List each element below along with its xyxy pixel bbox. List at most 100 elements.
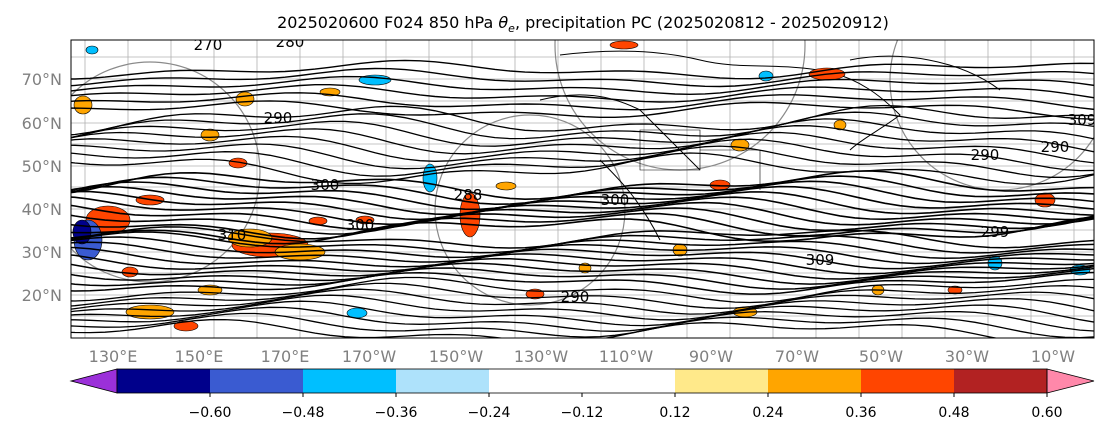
longitude-label: 170°W (342, 347, 397, 366)
colorbar-over-extension (1046, 368, 1095, 394)
latitude-label: 20°N (22, 286, 62, 305)
latitude-labels: 70°N 60°N 50°N 40°N 30°N 20°N (22, 70, 62, 305)
plot-title: 2025020600 F024 850 hPa θe, precipitatio… (277, 13, 889, 35)
precip-pc-patch (235, 91, 255, 107)
colorbar-tick-label: −0.24 (468, 405, 511, 421)
theta-e-contour (71, 125, 1094, 155)
theta-e-contour (71, 196, 1094, 226)
colorbar-bin (582, 369, 676, 393)
theta-e-contour (71, 212, 1094, 240)
longitude-label: 30°W (945, 347, 989, 366)
precip-pc-patch (200, 128, 220, 142)
colorbar-ticks: −0.60 −0.48 −0.36 −0.24 −0.12 0.12 0.24 0.36 0.4… (189, 393, 1063, 421)
theta-e-contour (71, 294, 1094, 321)
longitude-label: 130°E (89, 347, 138, 366)
colorbar-tick-label: 0.48 (938, 405, 969, 421)
contour-label: 290 (561, 288, 590, 306)
colorbar-tick-label: 0.12 (659, 405, 690, 421)
theta-e-contour (71, 111, 1094, 140)
theta-e-contour (71, 190, 1094, 221)
theta-e-contour (71, 118, 1094, 147)
contour-label: 300 (311, 176, 340, 194)
theta-e-contour (71, 75, 1094, 96)
colorbar-bin (675, 369, 769, 393)
contour-label: 309 (1068, 111, 1097, 129)
theta-e-contour (71, 300, 1094, 327)
theta-e-contour (71, 104, 1094, 136)
title-theta: θ (498, 13, 508, 32)
latitude-label: 70°N (22, 70, 62, 89)
theta-e-contour (71, 152, 1094, 185)
precip-pc-patch (495, 181, 517, 191)
latitude-label: 30°N (22, 243, 62, 262)
title-theta-subscript: e (508, 22, 515, 35)
longitude-label: 90°W (689, 347, 733, 366)
precip-pc-patch (228, 157, 248, 169)
theta-e-contour (71, 318, 999, 338)
contour-labels: 270 280 290 300 310 300 288 300 309 290 299 290 309 2… (194, 40, 1097, 306)
colorbar-bin (489, 369, 583, 393)
colorbar-bin (396, 369, 490, 393)
contour-label: 290 (1041, 138, 1070, 156)
theta-e-contour (71, 282, 1094, 309)
theta-e-contour (71, 145, 1094, 178)
latitude-label: 50°N (22, 157, 62, 176)
contour-label: 300 (346, 216, 375, 234)
theta-e-contour (71, 236, 1094, 260)
longitude-label: 50°W (859, 347, 903, 366)
map-frame (70, 39, 1095, 339)
theta-e-contour (71, 59, 1094, 80)
contour-label: 288 (454, 186, 483, 204)
precip-pc-patch (73, 95, 93, 115)
theta-e-contour (71, 207, 1094, 235)
colorbar-tick-label: −0.48 (282, 405, 325, 421)
theta-e-contour (71, 100, 1094, 120)
precip-pc-patch (947, 285, 963, 295)
contour-label: 309 (806, 251, 835, 269)
theta-e-contour (71, 241, 1094, 265)
theta-e-contour (71, 185, 1094, 216)
theta-e-contour (71, 231, 1094, 254)
contour-label: 290 (264, 109, 293, 127)
colorbar-tick-label: −0.36 (375, 405, 418, 421)
precip-pc-patch (730, 138, 750, 152)
colorbar-bin (303, 369, 397, 393)
colorbar-tick-label: 0.24 (752, 405, 783, 421)
theta-e-contour (71, 131, 1094, 164)
theta-e-contour (71, 262, 1094, 285)
theta-e-contour (71, 271, 1094, 295)
precip-pc-patch (85, 45, 99, 55)
contour-label: 310 (218, 226, 247, 244)
theta-e-contour (71, 216, 1094, 245)
theta-e-contour (71, 306, 1094, 332)
contour-label: 299 (981, 223, 1010, 241)
longitude-label: 10°W (1031, 347, 1075, 366)
precip-pc-patch (173, 320, 199, 332)
longitude-label: 110°W (599, 347, 654, 366)
colorbar-tick-label: 0.36 (845, 405, 876, 421)
longitude-label: 150°W (429, 347, 484, 366)
theta-e-contour (71, 276, 1094, 304)
theta-e-contour (71, 180, 1094, 211)
theta-e-contour (71, 138, 1094, 172)
precip-pc-patch (121, 266, 139, 278)
colorbar-bin (861, 369, 955, 393)
contour-label: 290 (971, 146, 1000, 164)
longitude-label: 130°W (514, 347, 569, 366)
colorbar-bin (954, 369, 1048, 393)
theta-e-contour (71, 267, 1094, 290)
precip-pc-patch (833, 119, 847, 131)
colorbar-bin (768, 369, 862, 393)
latitude-label: 60°N (22, 114, 62, 133)
theta-e-contour (71, 84, 1094, 103)
theta-e-contours (71, 59, 1094, 338)
longitude-label: 170°E (261, 347, 310, 366)
map-panel: 270 280 290 300 310 300 288 300 309 290 299 290 309 2… (22, 39, 1097, 366)
theta-e-contour (71, 312, 1094, 338)
colorbar-bin (210, 369, 304, 393)
contour-label: 300 (601, 191, 630, 209)
theta-e-contour (71, 67, 1094, 88)
longitude-labels: 130°E 150°E 170°E 170°W 150°W 130°W 110°W 90°W 7… (89, 347, 1076, 366)
theta-e-contour (71, 92, 1094, 111)
colorbar-under-extension (69, 368, 118, 394)
